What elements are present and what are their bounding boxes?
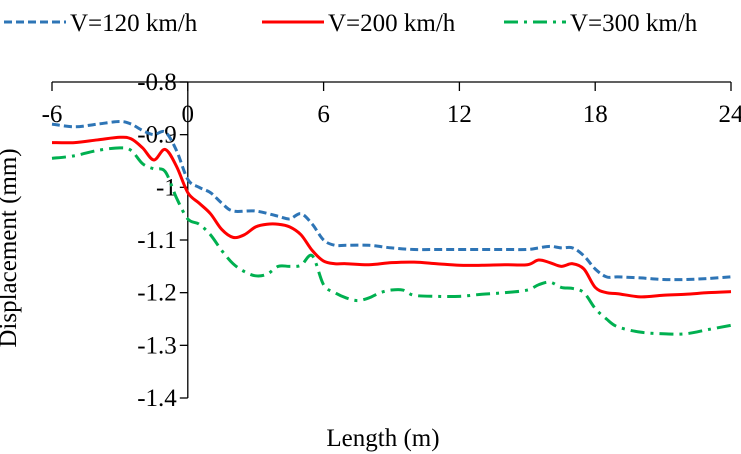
x-tick-label: 24 [719, 101, 741, 128]
y-tick-label: -1.4 [137, 385, 177, 412]
x-axis: -6 0 6 12 18 24 [42, 81, 741, 128]
legend-label-1: V=120 km/h [70, 10, 198, 37]
x-tick-label: 12 [447, 101, 472, 128]
x-axis-label: Length (m) [326, 425, 439, 452]
series-line-3 [51, 146, 732, 336]
series-line-2 [51, 135, 732, 299]
y-tick-label: -0.8 [137, 69, 177, 96]
y-axis-label: Displacement (mm) [0, 148, 22, 347]
y-tick-label: -0.9 [137, 122, 177, 149]
series-line-1 [51, 120, 732, 282]
y-tick-label: -1.2 [137, 280, 177, 307]
y-axis: -0.8 -0.9 -1 -1.1 -1.2 -1.3 -1.4 [137, 69, 189, 412]
legend-label-2: V=200 km/h [328, 10, 456, 37]
plot-area [51, 120, 732, 336]
x-tick-label: 18 [583, 101, 608, 128]
y-tick-label: -1.1 [137, 227, 177, 254]
legend: V=120 km/h V=200 km/h V=300 km/h [4, 10, 698, 37]
x-tick-label: -6 [42, 101, 63, 128]
x-tick-label: 6 [317, 101, 330, 128]
y-tick-label: -1 [156, 174, 177, 201]
y-tick-label: -1.3 [137, 332, 177, 359]
legend-label-3: V=300 km/h [570, 10, 698, 37]
